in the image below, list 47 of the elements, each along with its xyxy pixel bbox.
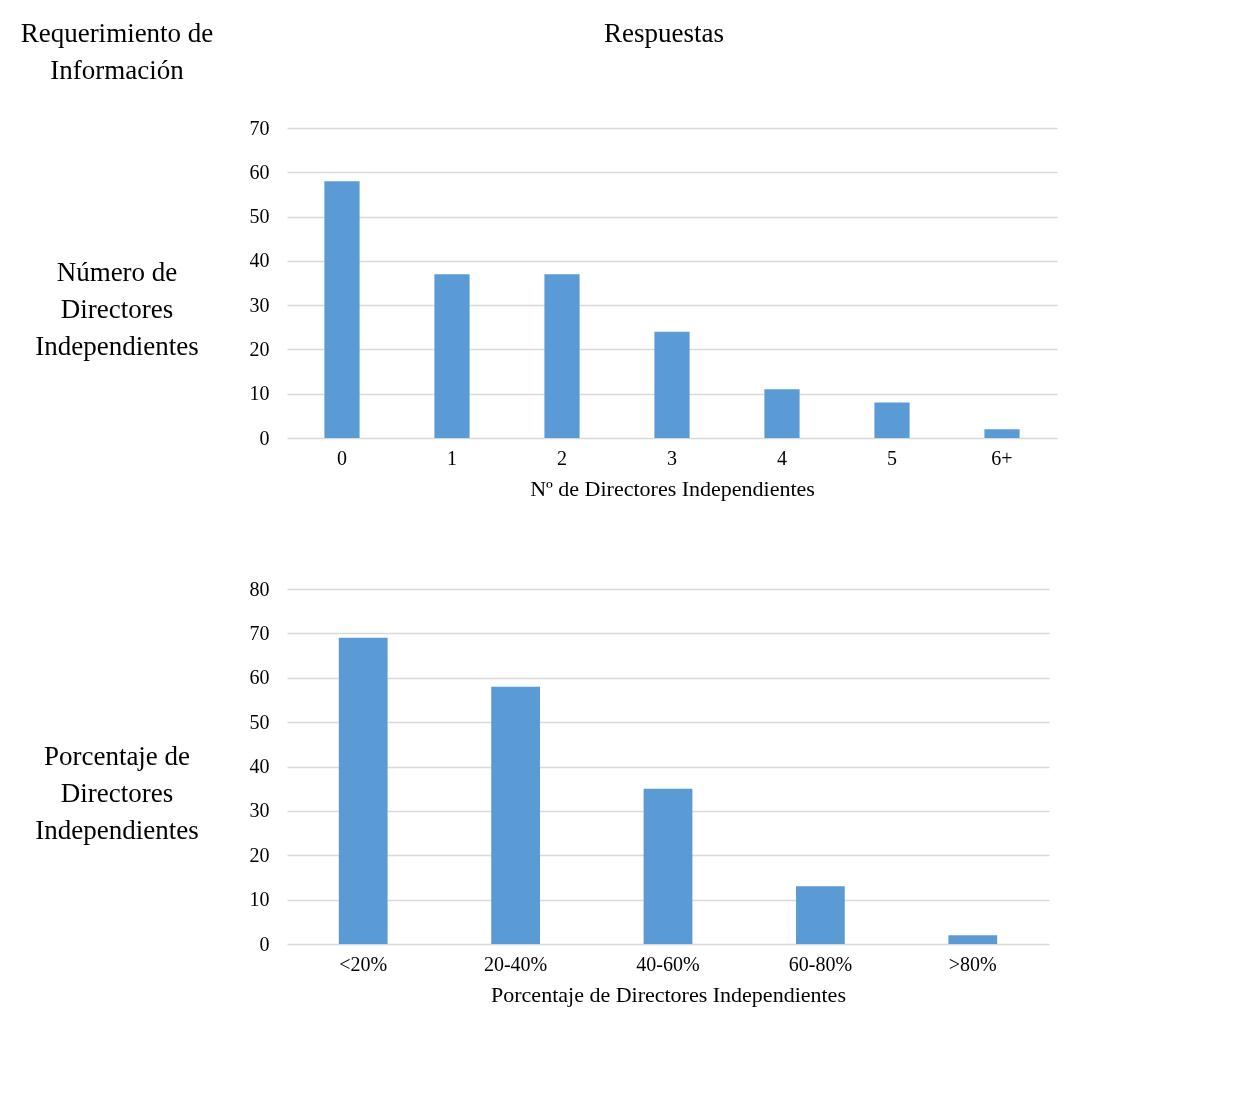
bar	[984, 429, 1020, 438]
y-tick-label: 50	[249, 710, 270, 733]
bar	[338, 637, 388, 944]
y-tick-label: 70	[249, 116, 270, 139]
y-tick-label: 60	[249, 160, 270, 183]
text: Número de Directores Independientes	[35, 257, 199, 361]
y-tick-label: 10	[249, 888, 270, 911]
y-tick-label: 10	[249, 382, 270, 405]
x-tick-label: 4	[777, 446, 787, 469]
x-tick-label: 0	[337, 446, 347, 469]
x-tick-label: 5	[887, 446, 897, 469]
bar	[491, 686, 540, 944]
x-tick-label: <20%	[339, 952, 388, 975]
bar	[948, 935, 998, 944]
bar	[434, 274, 470, 438]
x-tick-label: 6+	[991, 446, 1013, 469]
bar	[874, 402, 910, 438]
y-tick-label: 20	[249, 843, 270, 866]
bar	[643, 788, 693, 944]
text: Requerimiento de Información	[20, 18, 214, 85]
y-tick-label: 80	[249, 577, 270, 600]
x-axis-title: Nº de Directores Independientes	[530, 475, 815, 501]
y-tick-label: 40	[249, 755, 270, 777]
y-tick-label: 0	[259, 426, 270, 449]
x-axis-title: Porcentaje de Directores Independientes	[35, 740, 199, 845]
y-tick-label: 20	[249, 337, 270, 360]
y-tick-label: 60	[249, 666, 270, 689]
bar	[654, 331, 690, 438]
text: Porcentaje de Directores Independientes	[491, 981, 846, 1007]
y-tick-label: 40	[249, 249, 270, 272]
y-tick-label: 30	[249, 293, 270, 316]
x-tick-label: 3	[667, 446, 677, 469]
text: Respuestas	[604, 18, 724, 48]
y-tick-label: 50	[249, 205, 270, 228]
x-tick-label: 2	[557, 446, 567, 469]
x-tick-label: 20-40%	[483, 952, 548, 975]
y-tick-label: 0	[259, 932, 270, 955]
bar	[544, 274, 580, 438]
bar	[324, 181, 360, 438]
bar	[796, 886, 845, 944]
x-tick-label: 1	[447, 446, 457, 469]
y-tick-label: 70	[249, 621, 270, 644]
x-tick-label: 40-60%	[636, 952, 700, 975]
y-tick-label: 30	[249, 799, 270, 822]
x-tick-label: >80%	[948, 952, 997, 975]
bar	[764, 389, 800, 438]
x-tick-label: 60-80%	[788, 952, 853, 975]
